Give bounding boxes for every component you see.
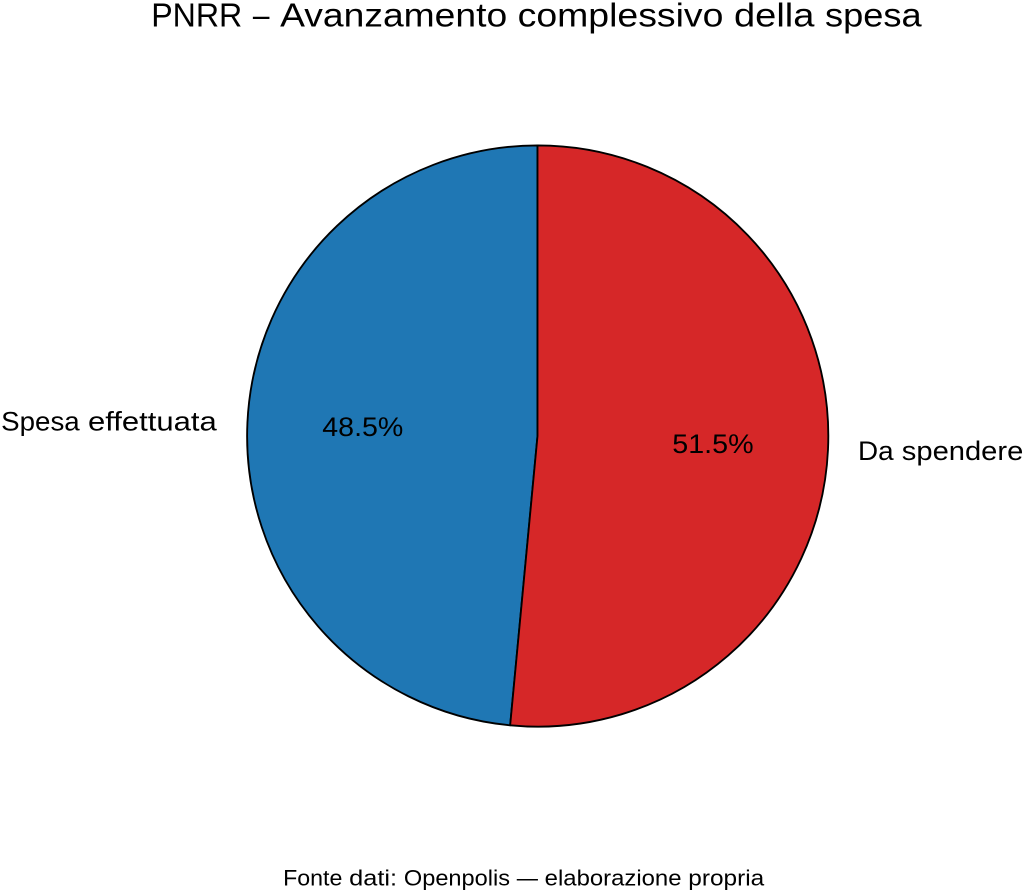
svg-text:PNRR: PNRR [151,0,242,35]
svg-text:elaborazione: elaborazione [545,866,682,890]
svg-text:complessivo: complessivo [518,0,724,35]
svg-text:–: – [253,0,270,35]
svg-text:51.5%: 51.5% [672,428,753,459]
svg-text:48.5%: 48.5% [322,411,403,442]
svg-text:—: — [517,866,539,890]
svg-text:spesa: spesa [825,0,922,35]
svg-text:propria: propria [688,866,765,890]
svg-text:spendere: spendere [902,436,1024,466]
svg-text:dati:: dati: [349,866,397,890]
svg-text:Avanzamento: Avanzamento [280,0,507,35]
svg-text:Spesa: Spesa [1,406,80,436]
svg-text:Fonte: Fonte [283,866,342,890]
svg-text:Da: Da [858,436,894,466]
svg-text:effettuata: effettuata [88,406,217,436]
svg-text:della: della [734,0,815,35]
svg-text:Openpolis: Openpolis [404,866,510,890]
